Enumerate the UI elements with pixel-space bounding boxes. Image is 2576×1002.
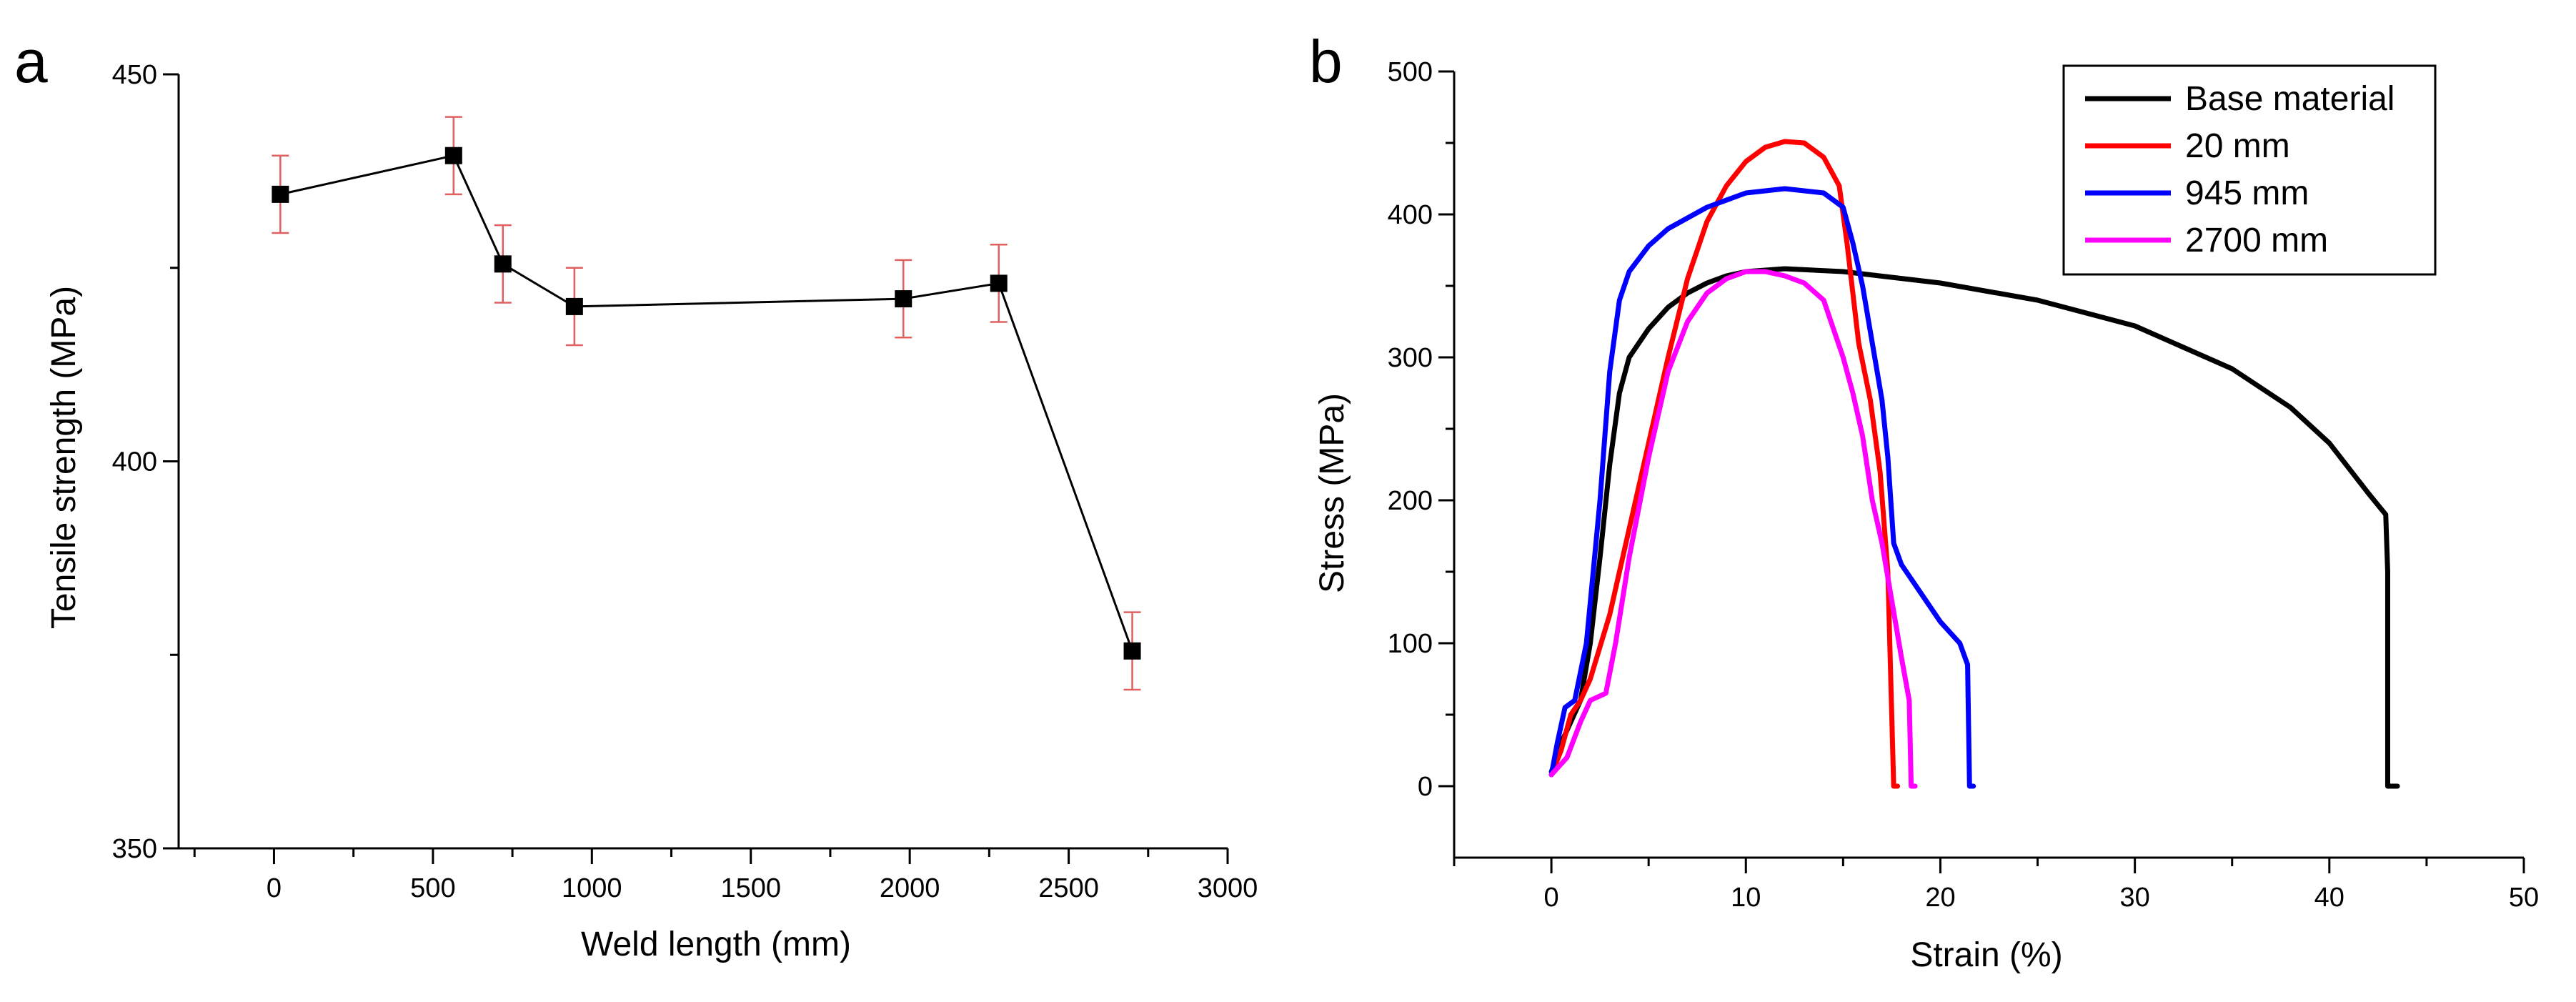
panel-b-series-line-4 bbox=[1548, 269, 1918, 789]
panel-a-x-tick-label: 2500 bbox=[1038, 873, 1099, 903]
panel-b-x-tick-label: 10 bbox=[1731, 883, 1761, 913]
panel-b-x-tick-label: 40 bbox=[2314, 883, 2344, 913]
panel-a-data-point bbox=[494, 255, 512, 273]
panel-a-data-point bbox=[272, 185, 289, 203]
panel-b-x-tick-label: 0 bbox=[1544, 883, 1559, 913]
panel-b-chart: b 0 100 200 300 400 500 0 10 20 30 40 50 Base mater… bbox=[1309, 28, 2539, 974]
panel-a-y-tick-label: 400 bbox=[112, 447, 157, 477]
panel-b-y-tick-label: 400 bbox=[1388, 200, 1433, 230]
panel-b-y-axis-title: Stress (MPa) bbox=[1313, 393, 1351, 593]
panel-b-y-tick-label: 300 bbox=[1388, 343, 1433, 373]
panel-a-x-tick-label: 2000 bbox=[880, 873, 940, 903]
panel-a-chart: a 350 400 450 0 500 1000 1500 2000 2500 3000 Weld… bbox=[14, 28, 1258, 963]
panel-b-y-tick-label: 0 bbox=[1418, 772, 1433, 802]
panel-b-series-line-2 bbox=[1548, 139, 1901, 789]
panel-b-legend: Base material 20 mm 945 mm 2700 mm bbox=[2062, 64, 2437, 276]
panel-b-x-tick-label: 20 bbox=[1925, 883, 1955, 913]
panel-b-legend-label: 945 mm bbox=[2185, 174, 2309, 212]
panel-b-x-tick-label: 50 bbox=[2509, 883, 2539, 913]
panel-b-y-tick-label: 500 bbox=[1388, 57, 1433, 87]
panel-a-x-tick-label: 500 bbox=[410, 873, 455, 903]
panel-b-x-axis-title: Strain (%) bbox=[1910, 936, 2062, 974]
panel-b-x-tick-label: 30 bbox=[2119, 883, 2149, 913]
panel-a-data-point bbox=[990, 274, 1008, 292]
panel-b-y-tick-label: 100 bbox=[1388, 629, 1433, 659]
panel-a-errorbars bbox=[272, 116, 1141, 691]
panel-b-axes: 0 100 200 300 400 500 0 10 20 30 40 50 bbox=[1388, 57, 2540, 913]
panel-a-axes: 350 400 450 0 500 1000 1500 2000 2500 3000 bbox=[112, 60, 1258, 903]
panel-b-series bbox=[1548, 139, 2400, 789]
panel-b-legend-label: 20 mm bbox=[2185, 127, 2290, 165]
panel-a-data-point bbox=[895, 290, 912, 308]
panel-b-y-tick-label: 200 bbox=[1388, 486, 1433, 516]
panel-a-line bbox=[280, 154, 1133, 652]
panel-a-y-tick-label: 450 bbox=[112, 60, 157, 90]
panel-a-y-tick-label: 350 bbox=[112, 834, 157, 864]
panel-b-series-line-3 bbox=[1548, 186, 1976, 789]
panel-b-legend-label: 2700 mm bbox=[2185, 222, 2328, 259]
panel-b-label: b bbox=[1309, 28, 1343, 95]
panel-a-x-tick-label: 1000 bbox=[562, 873, 622, 903]
panel-a-x-tick-label: 3000 bbox=[1198, 873, 1258, 903]
panel-a-x-tick-label: 0 bbox=[267, 873, 282, 903]
panel-a-y-axis-title: Tensile strength (MPa) bbox=[45, 286, 83, 629]
panel-a-series-line bbox=[280, 154, 1133, 652]
panel-a-data-point bbox=[1123, 642, 1141, 660]
panel-a-x-tick-label: 1500 bbox=[720, 873, 781, 903]
panel-a-x-axis-title: Weld length (mm) bbox=[581, 926, 851, 963]
panel-b-legend-label: Base material bbox=[2185, 80, 2395, 118]
panel-a-data-point bbox=[565, 297, 583, 315]
panel-a-markers bbox=[272, 147, 1141, 660]
panel-a-data-point bbox=[444, 147, 462, 164]
panel-a-label: a bbox=[14, 28, 48, 95]
